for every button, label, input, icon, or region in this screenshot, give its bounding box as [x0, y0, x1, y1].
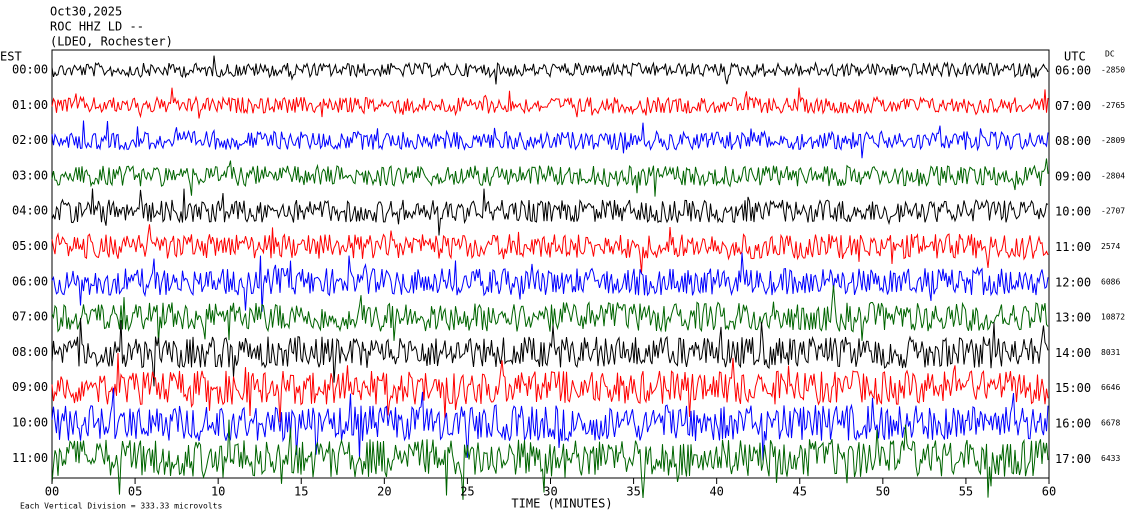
est-label: 05:00 [12, 239, 48, 253]
x-tick-label: 60 [1042, 485, 1056, 499]
x-tick-label: 20 [377, 485, 391, 499]
station: ROC HHZ LD -- [50, 20, 144, 34]
est-label: 10:00 [12, 416, 48, 430]
est-label: 03:00 [12, 168, 48, 182]
x-tick-label: 05 [128, 485, 142, 499]
x-tick-label: 55 [959, 485, 973, 499]
est-label: 01:00 [12, 98, 48, 112]
utc-label: 17:00 [1055, 452, 1091, 466]
utc-label: 14:00 [1055, 346, 1091, 360]
dc-value: 10872 [1101, 313, 1125, 322]
x-label: TIME (MINUTES) [511, 497, 612, 511]
trace [51, 285, 1049, 344]
dc-header: DC [1105, 50, 1115, 59]
est-label: 00:00 [12, 63, 48, 77]
dc-value: 6433 [1101, 454, 1120, 463]
utc-label: 12:00 [1055, 275, 1091, 289]
dc-value: -2765 [1101, 101, 1125, 110]
est-label: 04:00 [12, 204, 48, 218]
x-tick-label: 15 [294, 485, 308, 499]
est-label: 02:00 [12, 133, 48, 147]
x-tick-label: 35 [626, 485, 640, 499]
dc-value: -2809 [1101, 136, 1125, 145]
x-tick-label: 30 [543, 485, 557, 499]
trace [51, 55, 1049, 85]
trace [51, 158, 1049, 197]
utc-label: 10:00 [1055, 205, 1091, 219]
dc-value: 6646 [1101, 383, 1120, 392]
trace [51, 120, 1049, 159]
trace [51, 419, 1049, 500]
est-label: 07:00 [12, 310, 48, 324]
est-label: 11:00 [12, 451, 48, 465]
dc-value: -2850 [1101, 66, 1125, 75]
x-tick-label: 50 [876, 485, 890, 499]
dc-value: 8031 [1101, 348, 1120, 357]
footer: Each Vertical Division = 333.33 microvol… [20, 502, 222, 511]
trace [51, 387, 1049, 461]
dc-value: 6678 [1101, 419, 1120, 428]
est-label: 09:00 [12, 380, 48, 394]
x-tick-label: 00 [45, 485, 59, 499]
trace [51, 352, 1049, 423]
utc-label: 11:00 [1055, 240, 1091, 254]
dc-value: 2574 [1101, 242, 1120, 251]
right-zone: UTC [1064, 50, 1086, 64]
x-tick-label: 45 [793, 485, 807, 499]
dc-value: -2707 [1101, 207, 1125, 216]
utc-label: 06:00 [1055, 64, 1091, 78]
trace [51, 317, 1049, 387]
x-tick-label: 25 [460, 485, 474, 499]
trace [51, 87, 1049, 119]
date: Oct30,2025 [50, 5, 122, 19]
x-tick-label: 40 [709, 485, 723, 499]
est-label: 06:00 [12, 274, 48, 288]
x-tick-label: 10 [211, 485, 225, 499]
utc-label: 13:00 [1055, 311, 1091, 325]
utc-label: 15:00 [1055, 381, 1091, 395]
utc-label: 07:00 [1055, 99, 1091, 113]
utc-label: 16:00 [1055, 417, 1091, 431]
dc-value: -2804 [1101, 171, 1125, 180]
trace [51, 252, 1049, 312]
est-label: 08:00 [12, 345, 48, 359]
network: (LDEO, Rochester) [50, 35, 173, 49]
trace [51, 188, 1049, 236]
utc-label: 09:00 [1055, 169, 1091, 183]
left-zone: EST [0, 50, 22, 64]
utc-label: 08:00 [1055, 134, 1091, 148]
trace [51, 224, 1049, 274]
dc-value: 6086 [1101, 277, 1120, 286]
